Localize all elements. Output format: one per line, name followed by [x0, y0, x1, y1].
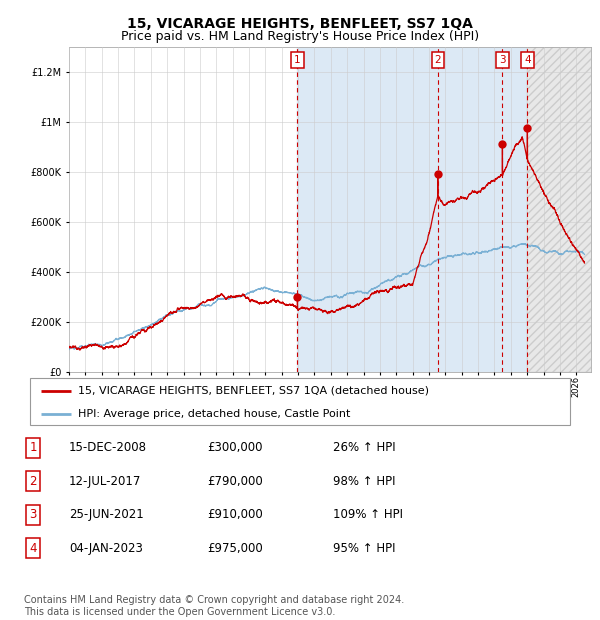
Text: 26% ↑ HPI: 26% ↑ HPI — [333, 441, 395, 454]
Text: 15, VICARAGE HEIGHTS, BENFLEET, SS7 1QA (detached house): 15, VICARAGE HEIGHTS, BENFLEET, SS7 1QA … — [77, 386, 428, 396]
Text: 109% ↑ HPI: 109% ↑ HPI — [333, 508, 403, 521]
Text: 3: 3 — [29, 508, 37, 521]
Text: 15-DEC-2008: 15-DEC-2008 — [69, 441, 147, 454]
Text: £910,000: £910,000 — [207, 508, 263, 521]
Text: £975,000: £975,000 — [207, 542, 263, 554]
Bar — [298, 46, 527, 372]
Text: Price paid vs. HM Land Registry's House Price Index (HPI): Price paid vs. HM Land Registry's House … — [121, 30, 479, 43]
Text: 4: 4 — [524, 55, 530, 65]
Text: 98% ↑ HPI: 98% ↑ HPI — [333, 475, 395, 487]
Bar — [527, 46, 593, 372]
FancyBboxPatch shape — [30, 378, 570, 425]
Text: 1: 1 — [29, 441, 37, 454]
Text: 1: 1 — [294, 55, 301, 65]
Bar — [527, 46, 593, 372]
Text: 2: 2 — [29, 475, 37, 487]
Text: HPI: Average price, detached house, Castle Point: HPI: Average price, detached house, Cast… — [77, 409, 350, 420]
Text: 4: 4 — [29, 542, 37, 554]
Text: 3: 3 — [499, 55, 506, 65]
Text: 04-JAN-2023: 04-JAN-2023 — [69, 542, 143, 554]
Text: 15, VICARAGE HEIGHTS, BENFLEET, SS7 1QA: 15, VICARAGE HEIGHTS, BENFLEET, SS7 1QA — [127, 17, 473, 32]
Text: Contains HM Land Registry data © Crown copyright and database right 2024.
This d: Contains HM Land Registry data © Crown c… — [24, 595, 404, 617]
Text: £300,000: £300,000 — [207, 441, 263, 454]
Text: £790,000: £790,000 — [207, 475, 263, 487]
Text: 12-JUL-2017: 12-JUL-2017 — [69, 475, 142, 487]
Text: 2: 2 — [434, 55, 441, 65]
Text: 25-JUN-2021: 25-JUN-2021 — [69, 508, 144, 521]
Text: 95% ↑ HPI: 95% ↑ HPI — [333, 542, 395, 554]
